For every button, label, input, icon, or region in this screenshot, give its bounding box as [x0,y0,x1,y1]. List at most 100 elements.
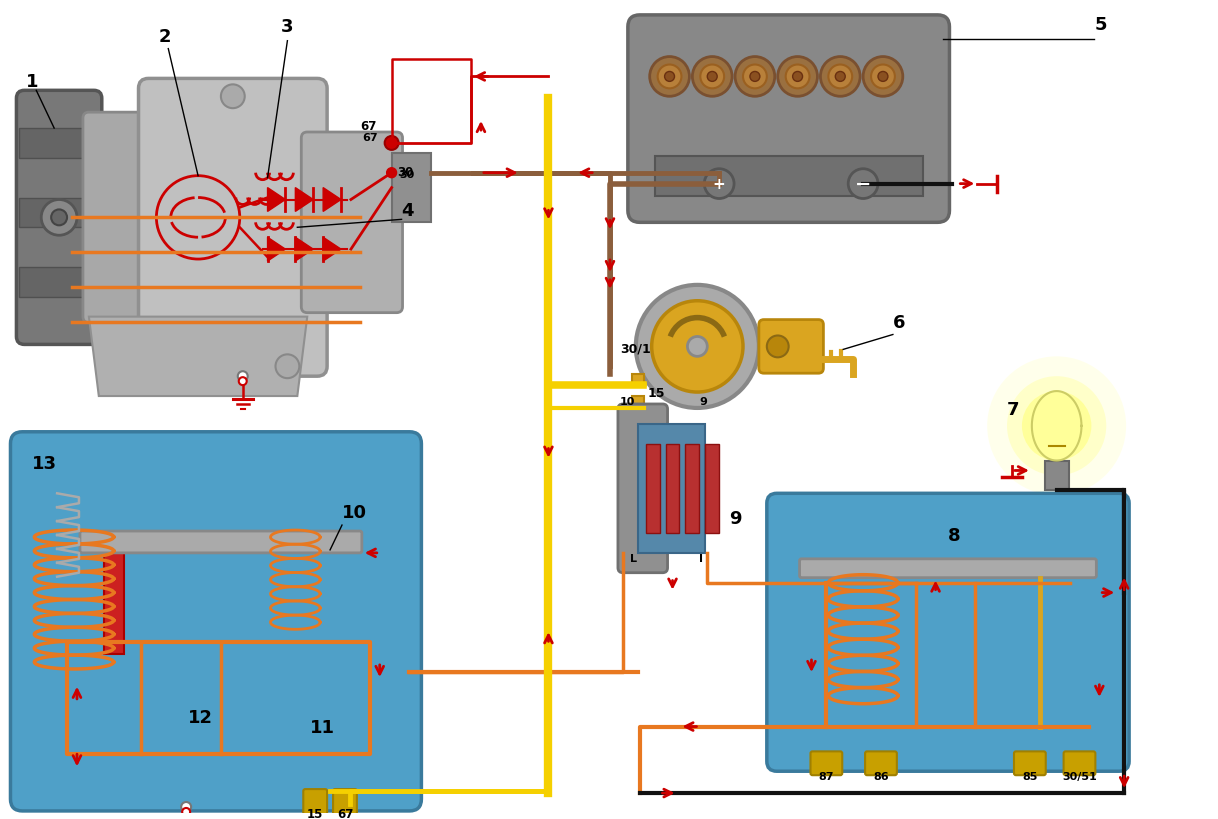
Text: I: I [699,553,703,563]
Circle shape [828,66,853,89]
Circle shape [786,66,810,89]
Circle shape [692,57,732,97]
Text: 67: 67 [337,807,353,819]
Circle shape [385,137,398,151]
FancyBboxPatch shape [618,405,667,573]
Text: L: L [630,553,637,563]
Bar [19,198,99,228]
Bar [104,545,123,654]
Bar [19,268,99,297]
Circle shape [700,66,725,89]
Text: 7: 7 [1007,400,1019,419]
Text: 86: 86 [873,771,889,781]
Bar [632,396,644,409]
Bar [392,154,431,223]
Circle shape [41,201,77,236]
Text: 11: 11 [311,717,335,735]
Text: 87: 87 [818,771,834,781]
FancyBboxPatch shape [139,79,328,377]
Circle shape [793,72,803,82]
Text: 10: 10 [342,504,367,522]
Circle shape [743,66,767,89]
Circle shape [821,57,860,97]
Text: 3: 3 [280,18,294,36]
Circle shape [649,57,689,97]
Text: 30/51: 30/51 [1062,771,1097,781]
Circle shape [878,72,888,82]
FancyBboxPatch shape [11,432,421,811]
FancyBboxPatch shape [627,16,950,223]
Polygon shape [295,238,313,262]
Circle shape [1007,377,1106,476]
Circle shape [658,66,681,89]
Text: 12: 12 [188,708,213,726]
Circle shape [767,336,789,358]
Circle shape [51,210,67,226]
Text: 6: 6 [893,313,905,331]
Bar [654,156,923,197]
Polygon shape [89,317,307,396]
Text: 2: 2 [158,28,171,46]
Circle shape [734,57,775,97]
Bar [638,424,705,553]
Text: 13: 13 [33,454,57,472]
Polygon shape [323,238,341,262]
FancyBboxPatch shape [83,113,164,324]
Circle shape [1022,391,1091,461]
Circle shape [708,72,717,82]
Circle shape [636,286,759,409]
Text: 67: 67 [359,120,376,133]
Polygon shape [1032,391,1082,461]
Bar [665,444,680,533]
FancyBboxPatch shape [16,91,102,345]
Text: 30: 30 [400,170,415,179]
FancyBboxPatch shape [333,790,357,815]
FancyBboxPatch shape [767,494,1129,771]
FancyBboxPatch shape [810,752,843,776]
Circle shape [220,85,245,109]
Bar [632,375,644,387]
Circle shape [181,802,191,812]
Circle shape [836,72,845,82]
Circle shape [864,57,903,97]
Text: 9: 9 [730,509,742,527]
Polygon shape [323,188,341,212]
Text: 4: 4 [402,202,414,220]
Circle shape [275,355,300,378]
Circle shape [778,57,817,97]
Circle shape [239,378,247,386]
Circle shape [871,66,895,89]
FancyBboxPatch shape [303,790,328,815]
Text: 85: 85 [1022,771,1038,781]
Text: 30/1: 30/1 [620,342,650,355]
Text: 9: 9 [699,396,708,406]
Circle shape [750,72,760,82]
Polygon shape [268,188,285,212]
Bar [646,444,660,533]
Text: 15: 15 [307,807,324,819]
Circle shape [183,808,190,816]
Text: 5: 5 [1095,16,1107,34]
FancyBboxPatch shape [301,133,402,314]
Circle shape [652,301,743,392]
FancyBboxPatch shape [80,532,362,553]
Polygon shape [268,238,285,262]
Text: 1: 1 [27,73,39,91]
FancyBboxPatch shape [759,320,823,373]
FancyBboxPatch shape [1063,752,1095,776]
Text: +: + [713,177,726,192]
Bar [1045,461,1068,491]
Text: 15: 15 [648,387,665,400]
Circle shape [704,170,734,199]
FancyBboxPatch shape [865,752,896,776]
Bar [19,129,99,159]
Polygon shape [295,188,313,212]
FancyBboxPatch shape [1013,752,1046,776]
Text: 10: 10 [620,396,636,406]
Circle shape [665,72,675,82]
Text: −: − [855,175,871,194]
Bar [705,444,719,533]
Text: 30: 30 [397,165,414,179]
Circle shape [987,357,1127,495]
Text: 67: 67 [362,133,378,143]
